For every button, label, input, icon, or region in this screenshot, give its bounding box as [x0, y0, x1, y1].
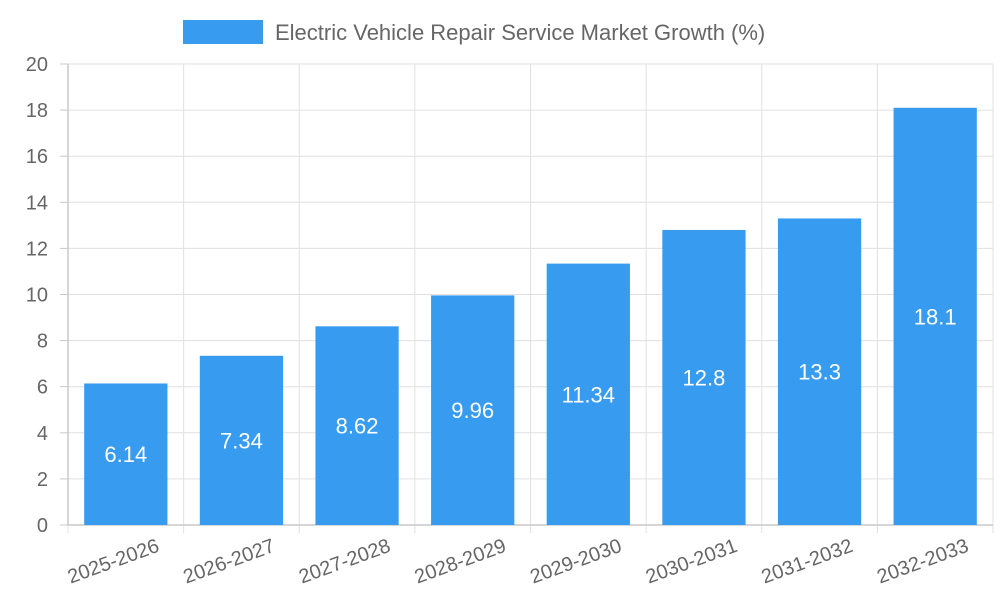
bar-2030-2031[interactable] [662, 229, 746, 525]
x-tick-label: 2032-2033 [874, 535, 971, 588]
bar-value-label: 7.34 [220, 428, 263, 453]
y-tick-label: 12 [26, 238, 48, 260]
x-tick-label: 2028-2029 [412, 535, 509, 588]
legend-swatch [183, 20, 263, 44]
bars [84, 107, 977, 526]
bar-2032-2033[interactable] [893, 107, 977, 526]
y-tick-label: 6 [37, 377, 48, 399]
bar-value-label: 12.8 [683, 365, 726, 390]
bar-value-label: 18.1 [914, 304, 957, 329]
x-tick-label: 2030-2031 [643, 535, 740, 588]
bar-2029-2030[interactable] [546, 263, 630, 525]
bar-2025-2026[interactable] [84, 383, 168, 525]
x-tick-label: 2031-2032 [759, 535, 856, 588]
x-tick-label: 2026-2027 [180, 535, 277, 588]
bar-value-label: 9.96 [451, 398, 494, 423]
x-axis-tick-labels: 2025-2026 2026-2027 2027-2028 2028-2029 2029… [65, 535, 972, 588]
bar-value-label: 6.14 [104, 442, 147, 467]
y-axis-tick-labels: 0 2 4 6 8 10 12 14 16 18 20 [26, 54, 48, 537]
chart-legend[interactable]: Electric Vehicle Repair Service Market G… [183, 20, 765, 45]
bar-2028-2029[interactable] [431, 295, 515, 525]
y-tick-label: 16 [26, 146, 48, 168]
y-tick-label: 4 [37, 423, 48, 445]
y-tick-label: 2 [37, 469, 48, 491]
y-tick-label: 8 [37, 331, 48, 353]
y-tick-label: 10 [26, 285, 48, 307]
x-tick-label: 2025-2026 [65, 535, 162, 588]
bar-value-label: 8.62 [336, 414, 379, 439]
y-tick-label: 14 [26, 192, 48, 214]
x-tick-label: 2027-2028 [296, 535, 393, 588]
bar-value-label: 11.34 [562, 382, 615, 407]
bar-2031-2032[interactable] [777, 218, 862, 525]
legend-label: Electric Vehicle Repair Service Market G… [275, 20, 765, 45]
bar-value-label: 13.3 [798, 360, 841, 385]
x-tick-label: 2029-2030 [527, 535, 624, 588]
y-tick-label: 0 [37, 515, 48, 537]
y-tick-label: 18 [26, 100, 48, 122]
bar-2027-2028[interactable] [315, 326, 399, 525]
bar-value-labels: 6.14 7.34 8.62 9.96 11.34 12.8 13.3 18.1 [104, 304, 956, 467]
bar-2026-2027[interactable] [199, 355, 284, 525]
y-tick-label: 20 [26, 54, 48, 76]
